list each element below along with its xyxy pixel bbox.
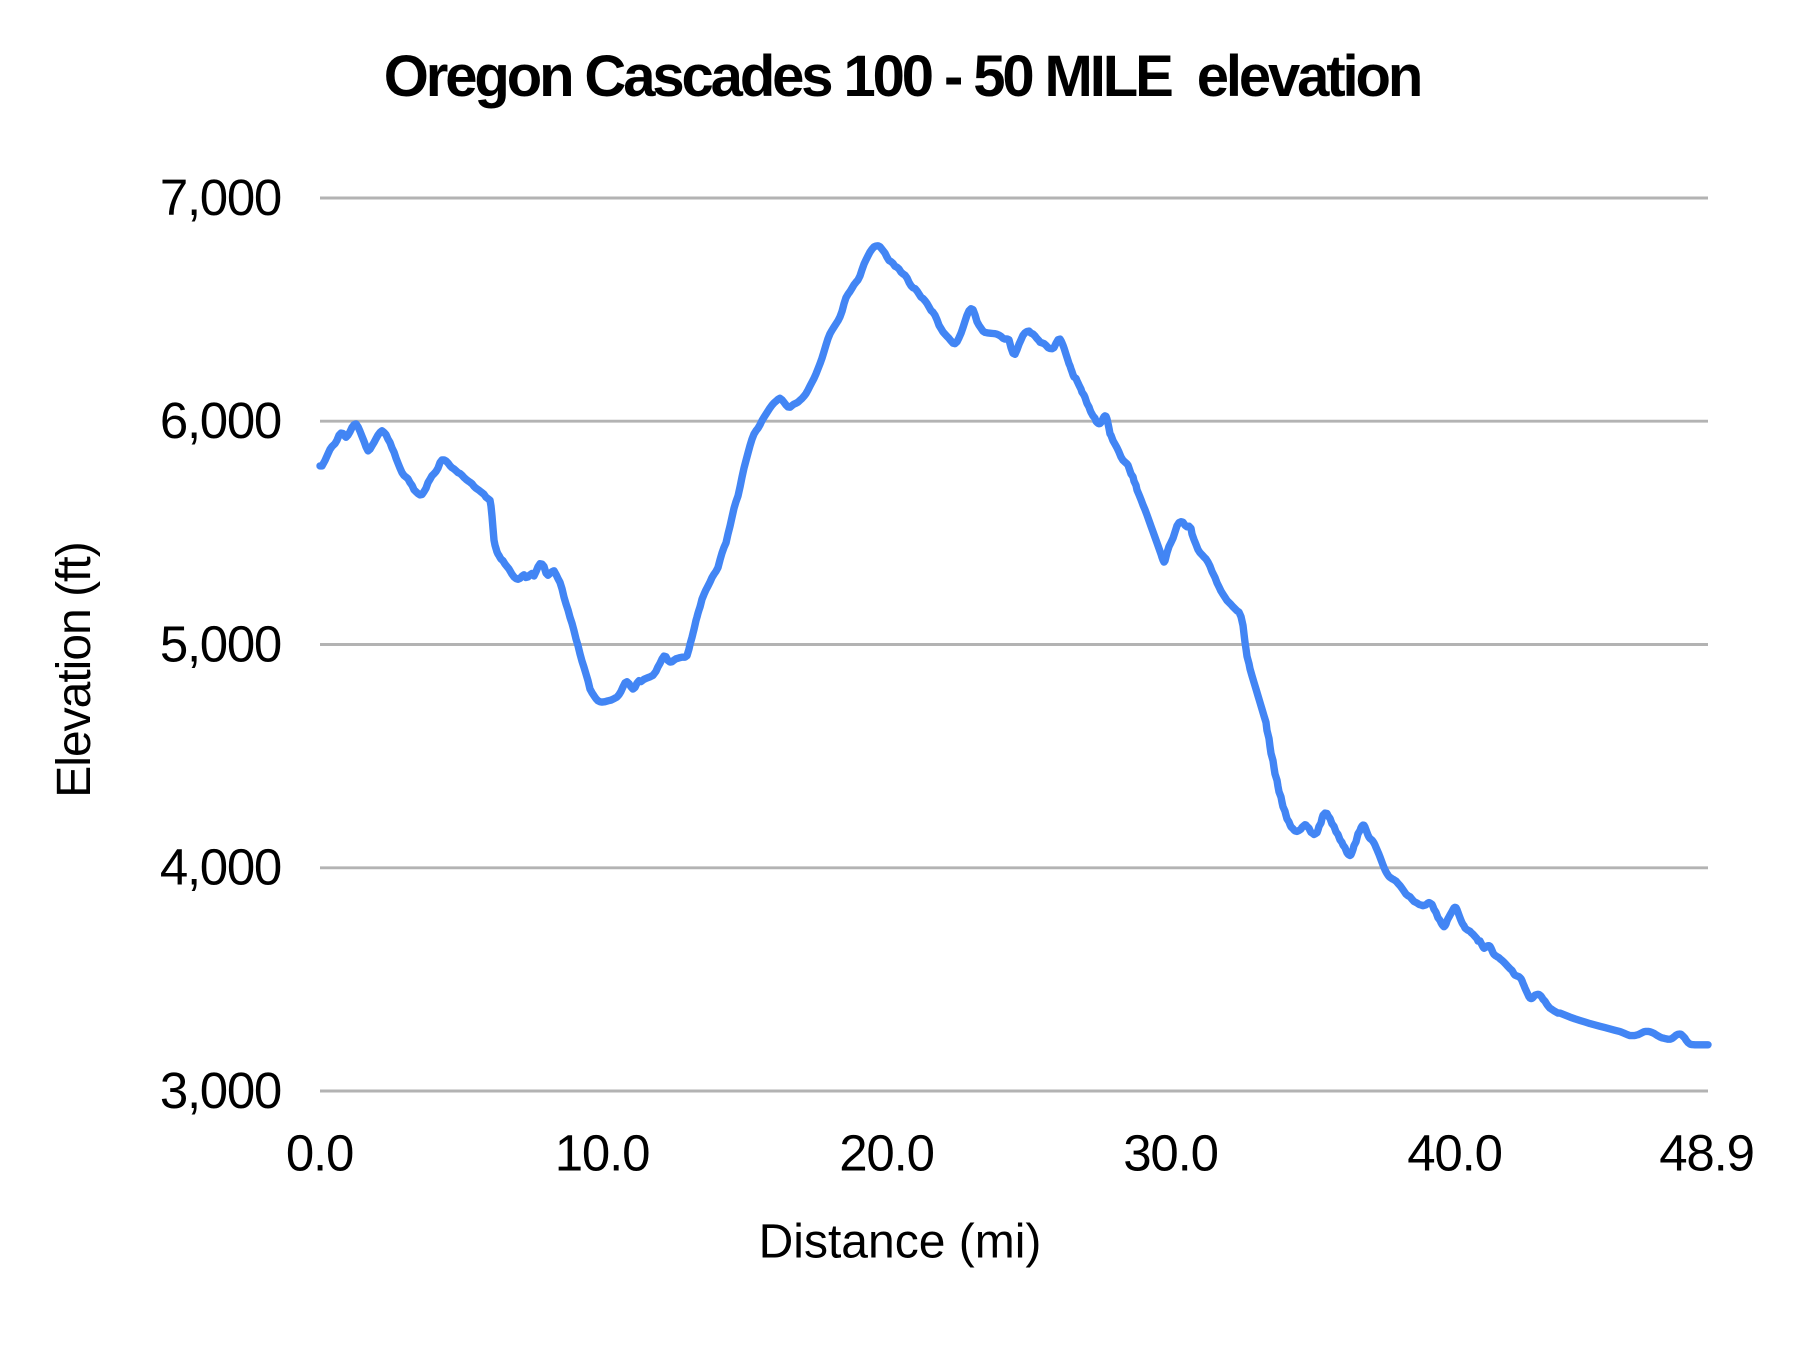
svg-text:0.0: 0.0 [286, 1125, 353, 1182]
svg-text:7,000: 7,000 [160, 169, 281, 226]
svg-text:Distance (mi): Distance (mi) [759, 1216, 1042, 1269]
svg-text:48.9: 48.9 [1659, 1125, 1753, 1182]
svg-text:5,000: 5,000 [160, 615, 281, 672]
svg-text:10.0: 10.0 [555, 1125, 649, 1182]
svg-text:40.0: 40.0 [1407, 1125, 1501, 1182]
svg-text:6,000: 6,000 [160, 392, 281, 449]
svg-text:3,000: 3,000 [160, 1062, 281, 1119]
svg-text:Oregon Cascades 100 - 50 MILE: Oregon Cascades 100 - 50 MILE elevation [384, 44, 1420, 109]
svg-text:30.0: 30.0 [1123, 1125, 1217, 1182]
svg-text:4,000: 4,000 [160, 839, 281, 896]
svg-text:Elevation (ft): Elevation (ft) [48, 542, 101, 797]
svg-text:20.0: 20.0 [839, 1125, 933, 1182]
